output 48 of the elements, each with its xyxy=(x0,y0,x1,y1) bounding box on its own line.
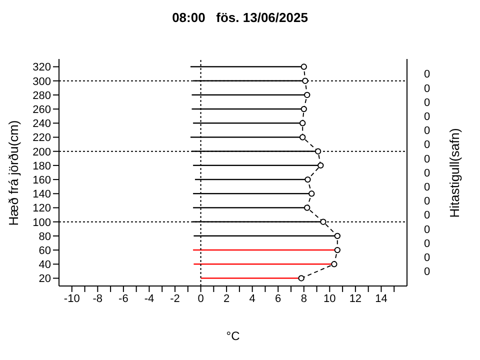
y-tick-label: 100 xyxy=(32,216,51,229)
x-tick-label: 14 xyxy=(375,292,388,305)
x-tick-label: 12 xyxy=(349,292,362,305)
x-tick-label: -4 xyxy=(144,292,154,305)
y-tick-label: 220 xyxy=(32,132,51,144)
y-tick-label: 180 xyxy=(32,160,51,172)
text: 0 xyxy=(424,224,430,236)
text: 0 xyxy=(424,153,430,166)
x-axis-title: °C xyxy=(226,329,240,343)
text: 0 xyxy=(424,266,430,278)
text: 0 xyxy=(424,252,430,264)
y-tick-label: 40 xyxy=(38,259,51,272)
x-tick-label: 2 xyxy=(223,292,230,305)
x-tick-label: 0 xyxy=(198,292,204,305)
y-tick-label: 160 xyxy=(32,174,51,186)
y-tick-label: 140 xyxy=(32,188,51,201)
x-tick-label: -10 xyxy=(64,292,80,305)
y-tick-label: 300 xyxy=(32,76,51,88)
text: 0 xyxy=(424,68,430,81)
y-tick-label: 200 xyxy=(32,146,51,158)
x-tick-label: 6 xyxy=(275,292,282,305)
text: 0 xyxy=(424,125,430,138)
x-tick-label: -2 xyxy=(170,292,180,305)
chart-title: 08:00 fös. 13/06/2025 xyxy=(171,10,309,25)
y2-axis-title: Hitastigull(safn) xyxy=(446,127,463,220)
y-tick-label: 80 xyxy=(38,230,51,243)
y-tick-label: 240 xyxy=(32,118,51,130)
text: 0 xyxy=(424,82,430,95)
text: 0 xyxy=(424,182,430,194)
y-tick-label: 20 xyxy=(38,273,51,286)
text: 0 xyxy=(424,167,430,180)
y-tick-label: 260 xyxy=(32,104,51,116)
x-tick-label: 10 xyxy=(324,292,336,305)
text: 0 xyxy=(424,238,430,250)
text: 0 xyxy=(424,96,430,109)
text: 0 xyxy=(424,210,430,222)
text: 0 xyxy=(424,111,430,124)
x-tick-label: -8 xyxy=(92,292,103,305)
y-tick-label: 320 xyxy=(32,62,51,74)
x-tick-label: 4 xyxy=(249,292,256,305)
x-tick-label: 8 xyxy=(300,292,307,305)
text: 0 xyxy=(424,139,430,152)
y-tick-label: 120 xyxy=(32,202,51,215)
text: 0 xyxy=(424,196,430,208)
y-tick-label: 60 xyxy=(38,244,51,257)
y-axis-title: Hæð frá jörðu(cm) xyxy=(5,119,22,228)
x-tick-label: -6 xyxy=(118,292,128,305)
y-tick-label: 280 xyxy=(32,90,51,102)
